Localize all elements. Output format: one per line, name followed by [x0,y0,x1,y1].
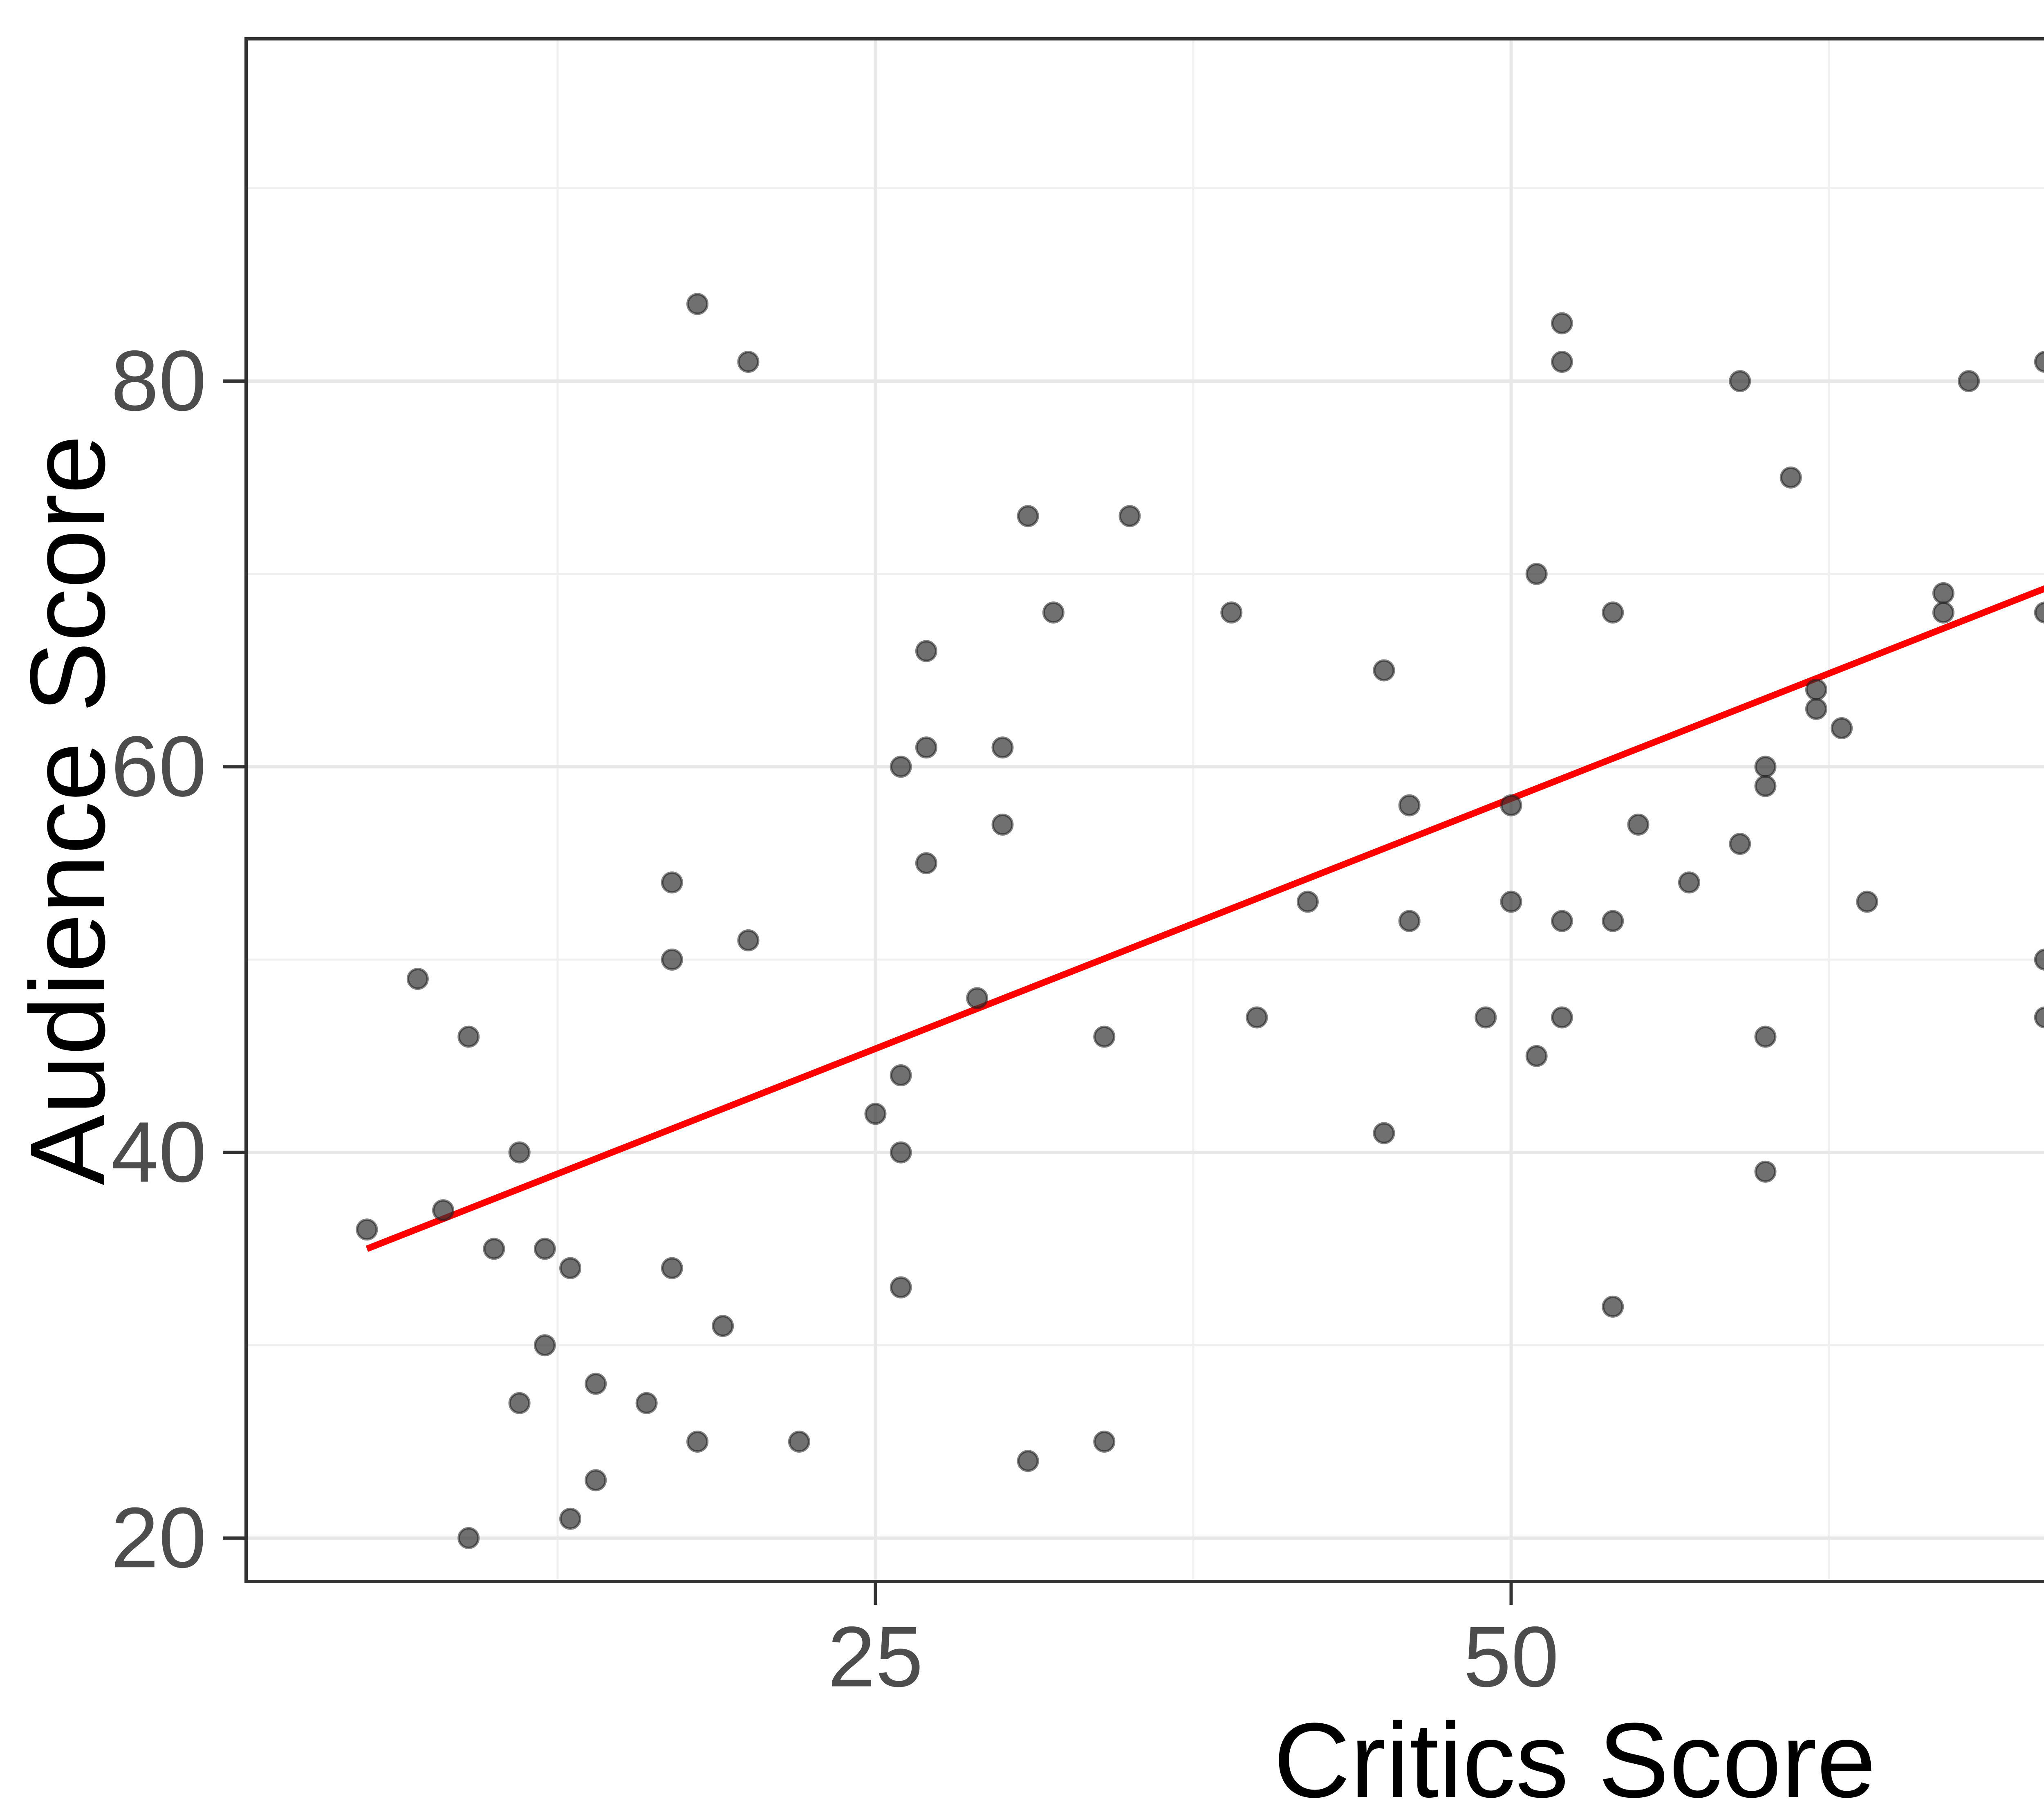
data-point [661,1257,683,1279]
data-point [661,949,683,971]
y-tick-label: 60 [111,718,206,814]
data-point [1246,1006,1268,1029]
data-point [1602,910,1624,932]
data-point [1932,582,1954,604]
data-point [533,1334,556,1357]
data-point [1754,1160,1777,1183]
data-point [788,1431,810,1453]
data-point [1729,370,1751,393]
y-tick-label: 40 [111,1104,206,1200]
x-tick-label: 50 [1464,1609,1559,1705]
data-point [1220,601,1243,624]
y-axis-title: Audience Score [9,435,127,1186]
data-point [1780,466,1802,489]
data-point [1678,871,1700,894]
data-point [1017,1450,1039,1472]
data-point [915,852,937,875]
data-point [1398,794,1421,816]
data-point [2034,351,2044,373]
data-point [1831,717,1853,740]
data-point [1500,794,1522,816]
data-point [457,1025,480,1048]
data-point [508,1141,531,1164]
data-point [966,987,988,1009]
data-point [559,1507,582,1530]
data-point [1754,1025,1777,1048]
data-point [533,1238,556,1260]
x-axis-title: Critics Score [1273,1701,1876,1819]
data-point [712,1315,734,1337]
y-tick-label: 80 [111,333,206,429]
data-point [432,1199,455,1222]
data-point [1296,890,1319,913]
data-point [1805,678,1827,701]
data-point [1373,659,1395,682]
data-point [737,929,760,951]
data-point [686,293,709,315]
data-point [2034,949,2044,971]
data-point [1551,312,1573,334]
data-point [661,871,683,894]
data-point [1093,1025,1116,1048]
data-point [1551,350,1573,373]
data-point [686,1431,709,1453]
data-point [890,1141,912,1164]
data-point [1017,505,1039,527]
data-point [737,350,760,373]
data-point [1602,1295,1624,1318]
data-point [890,1064,912,1086]
data-point [1525,1045,1548,1067]
data-point [1525,563,1548,585]
x-tick-label: 25 [828,1609,923,1705]
data-point [508,1392,531,1414]
data-point [406,968,429,990]
data-point [635,1392,658,1414]
trend-line [365,585,2044,1252]
data-point [2034,1006,2044,1029]
data-point [991,736,1014,759]
data-point [356,1218,378,1241]
data-point [1729,833,1751,855]
data-point [1805,698,1827,720]
data-point [2034,601,2044,624]
data-point [1042,601,1065,624]
data-point [559,1257,582,1279]
data-point [991,813,1014,836]
data-point [1551,910,1573,932]
data-point [915,640,937,662]
data-point [1754,775,1777,797]
panel-border [244,37,2044,1583]
data-point [457,1527,480,1549]
data-point [915,736,937,759]
data-point [1500,890,1522,913]
data-point [585,1469,607,1492]
data-point [1856,890,1878,913]
data-point [1475,1006,1497,1029]
data-point [1551,1006,1573,1029]
data-point [585,1373,607,1395]
data-point [1373,1122,1395,1144]
data-point [1627,813,1650,836]
data-point [1093,1431,1116,1453]
data-point [1958,370,1980,393]
data-point [483,1238,505,1260]
data-point [864,1103,887,1125]
data-point [890,1276,912,1299]
data-point [1398,910,1421,932]
plot-panel [246,39,2044,1581]
y-tick-label: 20 [111,1489,206,1586]
data-point [890,756,912,778]
data-point [1118,505,1141,527]
data-point [1932,601,1954,624]
data-point [1602,601,1624,624]
data-point [1754,756,1777,778]
